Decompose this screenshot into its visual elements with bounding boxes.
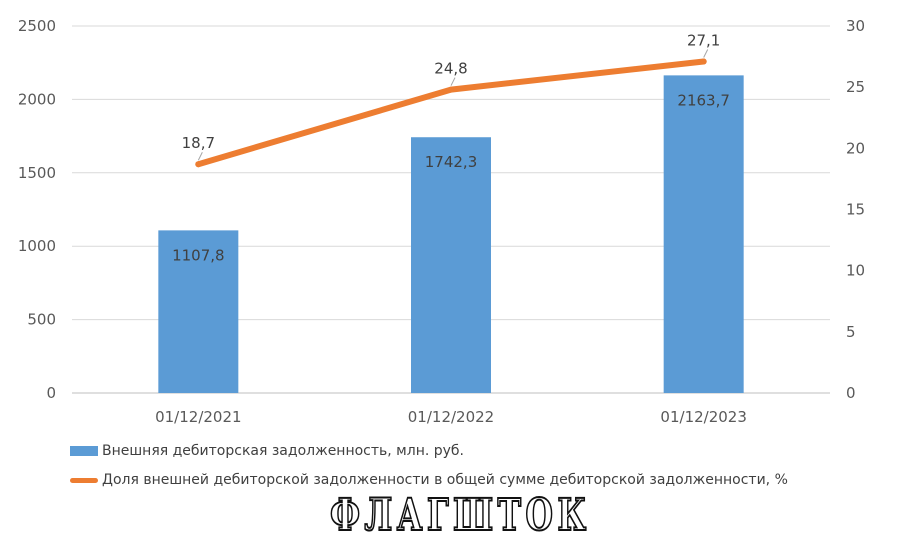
bar-data-label: 1107,8	[172, 246, 225, 264]
legend-item-bars: Внешняя дебиторская задолженность, млн. …	[70, 443, 464, 459]
y-left-tick-label: 1500	[18, 164, 56, 182]
bar	[158, 230, 239, 393]
line-data-label: 27,1	[687, 31, 720, 49]
leader-line	[450, 77, 456, 86]
y-right-tick-label: 0	[846, 384, 856, 402]
line-data-label: 24,8	[434, 60, 467, 78]
line-series	[195, 49, 709, 168]
y-left-tick-label: 1000	[18, 237, 56, 255]
leader-line	[703, 49, 709, 58]
bar-data-label: 1742,3	[425, 153, 478, 171]
data-labels: 1107,8 1742,3 2163,7 18,7 24,8 27,1	[172, 31, 730, 264]
y-left-tick-label: 0	[46, 384, 56, 402]
y-right-tick-label: 15	[846, 201, 865, 219]
legend-swatch-line	[70, 477, 98, 483]
bar	[663, 75, 744, 394]
axis-ticks: 0 500 1000 1500 2000 2500 0 5 10 15 20 25 30 01/12/20…	[18, 17, 865, 426]
line-point	[195, 161, 202, 168]
bar-series	[158, 75, 744, 394]
legend-label-line: Доля внешней дебиторской задолженности в…	[102, 472, 788, 488]
y-left-tick-label: 2000	[18, 90, 56, 108]
y-right-tick-label: 30	[846, 17, 865, 35]
watermark-logo: ФЛАГШТОК	[329, 490, 591, 541]
y-right-tick-label: 20	[846, 139, 865, 157]
y-right-tick-label: 25	[846, 78, 865, 96]
bar-data-label: 2163,7	[677, 91, 730, 109]
y-right-tick-label: 5	[846, 323, 856, 341]
line-data-label: 18,7	[182, 134, 215, 152]
x-tick-label: 01/12/2021	[155, 408, 241, 426]
legend-item-line: Доля внешней дебиторской задолженности в…	[70, 472, 788, 488]
bar	[411, 137, 491, 393]
legend-label-bars: Внешняя дебиторская задолженность, млн. …	[102, 443, 465, 459]
x-tick-label: 01/12/2023	[660, 408, 746, 426]
x-tick-label: 01/12/2022	[408, 408, 494, 426]
y-right-tick-label: 10	[846, 262, 865, 280]
y-left-tick-label: 2500	[18, 17, 56, 35]
legend-swatch-bars	[70, 446, 98, 456]
leader-line	[197, 152, 203, 161]
combo-chart: 0 500 1000 1500 2000 2500 0 5 10 15 20 25 30 01/12/20…	[18, 17, 865, 426]
line-point	[700, 58, 707, 65]
line-point	[448, 86, 454, 93]
y-left-tick-label: 500	[27, 311, 56, 329]
